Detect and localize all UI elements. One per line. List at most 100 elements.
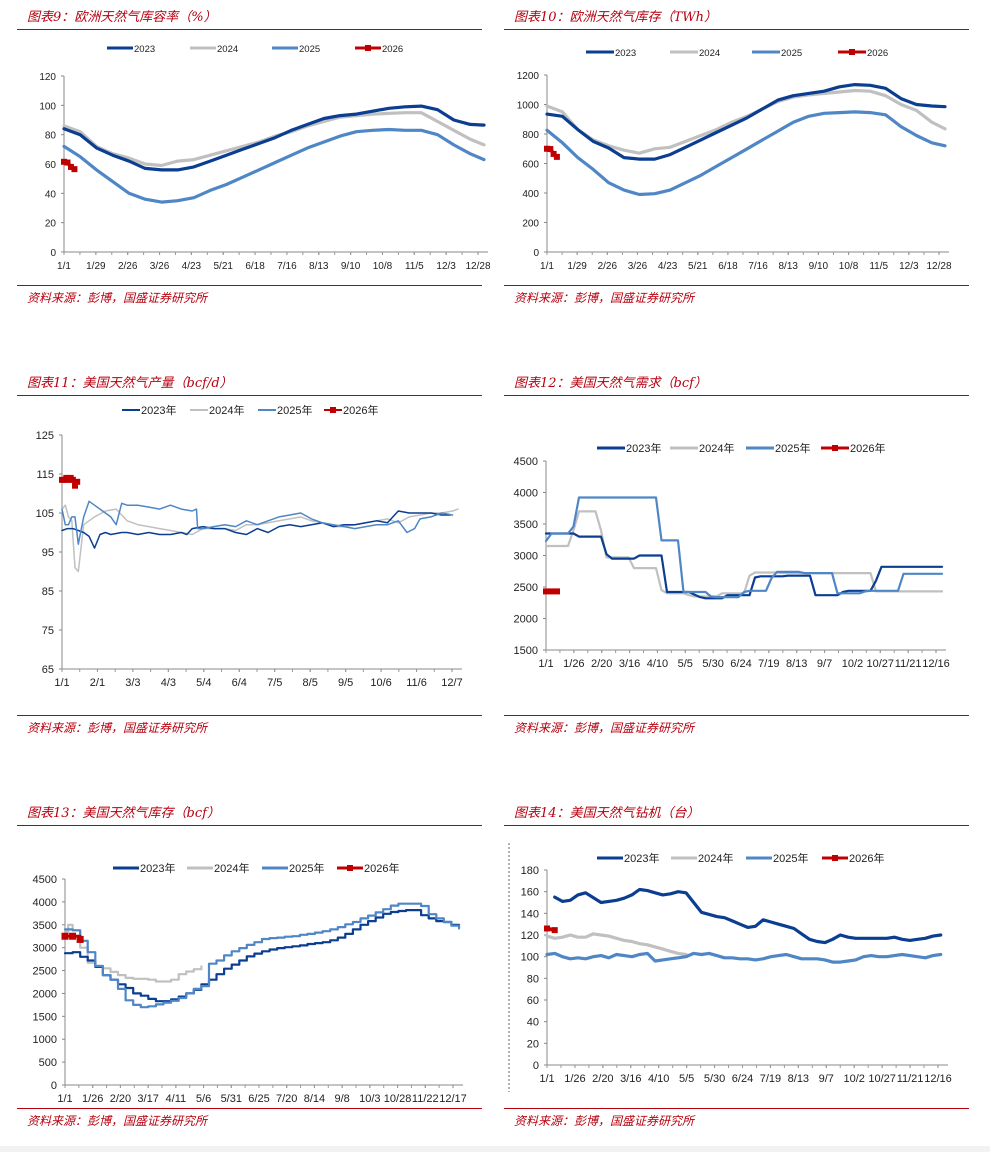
legend-label: 2023 (134, 44, 155, 55)
y-tick-label: 3500 (33, 920, 57, 932)
legend-label: 2025 (299, 44, 320, 55)
series-line-2025年 (544, 496, 944, 599)
series-line-2023年 (553, 887, 943, 945)
legend-label: 2026年 (343, 403, 378, 417)
x-tick-label: 8/13 (788, 1073, 809, 1085)
x-tick-label: 10/6 (370, 677, 391, 689)
x-tick-label: 12/28 (465, 261, 490, 272)
legend-label: 2026年 (364, 861, 399, 875)
x-tick-label: 7/19 (760, 1073, 781, 1085)
title-divider (17, 29, 482, 30)
x-tick-label: 2/26 (118, 261, 138, 272)
y-tick-label: 2500 (514, 582, 538, 594)
title-divider (17, 395, 482, 396)
y-tick-label: 4000 (33, 897, 57, 909)
y-tick-label: 200 (522, 219, 539, 230)
x-tick-label: 8/5 (303, 677, 318, 689)
title-divider (504, 395, 969, 396)
series-marker-2026年 (65, 476, 72, 483)
x-tick-label: 12/17 (439, 1093, 467, 1105)
legend-label: 2023年 (140, 861, 175, 875)
x-tick-label: 9/10 (809, 261, 829, 272)
x-tick-label: 3/26 (150, 261, 170, 272)
y-tick-label: 160 (521, 887, 539, 899)
x-tick-label: 8/14 (304, 1093, 325, 1105)
series-line-2025年 (61, 500, 454, 545)
source-note: 资料来源：彭博，国盛证券研究所 (514, 291, 695, 305)
legend-label: 2026 (867, 48, 888, 59)
series-marker-2026年 (63, 474, 70, 481)
x-tick-label: 12/16 (924, 1073, 952, 1085)
y-tick-label: 20 (45, 219, 57, 230)
legend-label: 2023 (615, 48, 636, 59)
y-tick-label: 1500 (33, 1011, 57, 1023)
series-marker-2026 (547, 146, 554, 153)
y-tick-label: 180 (521, 865, 539, 877)
series-line-2024年 (544, 510, 944, 598)
source-divider (17, 1108, 482, 1109)
y-tick-label: 140 (521, 908, 539, 920)
y-tick-label: 40 (527, 1017, 539, 1029)
x-tick-label: 1/1 (54, 677, 69, 689)
x-tick-label: 10/2 (844, 1073, 865, 1085)
x-tick-label: 3/3 (125, 677, 140, 689)
series-marker-2026年 (59, 476, 65, 483)
x-tick-label: 11/21 (897, 1073, 924, 1085)
series-marker-2026年 (548, 588, 555, 595)
y-tick-label: 0 (533, 248, 539, 259)
x-tick-label: 1/26 (564, 1073, 585, 1085)
legend-marker-2026年 (330, 407, 336, 413)
series-marker-2026 (64, 159, 71, 166)
y-tick-label: 115 (36, 469, 54, 481)
y-tick-label: 1000 (517, 101, 540, 112)
y-tick-label: 2500 (33, 966, 57, 978)
series-line-2024年 (61, 504, 459, 573)
y-tick-label: 105 (36, 508, 54, 520)
series-line-2025 (545, 110, 947, 197)
legend-label: 2024年 (209, 403, 244, 417)
x-tick-label: 12/3 (899, 261, 919, 272)
y-tick-label: 65 (42, 664, 54, 676)
x-tick-label: 10/3 (359, 1093, 380, 1105)
x-tick-label: 9/10 (341, 261, 361, 272)
x-tick-label: 2/1 (90, 677, 105, 689)
x-tick-label: 5/21 (213, 261, 233, 272)
x-tick-label: 12/7 (441, 677, 462, 689)
x-tick-label: 7/16 (277, 261, 297, 272)
x-tick-label: 2/20 (591, 658, 612, 670)
series-marker-2026年 (544, 925, 550, 932)
x-tick-label: 5/4 (196, 677, 211, 689)
x-tick-label: 11/21 (895, 658, 922, 670)
legend-label: 2026 (382, 44, 403, 55)
x-tick-label: 5/5 (678, 658, 693, 670)
y-tick-label: 0 (50, 248, 56, 259)
legend-label: 2025年 (277, 403, 312, 417)
x-tick-label: 7/19 (758, 658, 779, 670)
y-tick-label: 4000 (514, 488, 538, 500)
legend-label: 2024年 (698, 851, 733, 865)
source-divider (504, 285, 969, 286)
series-line-2026 (545, 146, 559, 159)
legend-label: 2026年 (849, 851, 884, 865)
series-marker-2026 (67, 163, 74, 170)
y-tick-label: 40 (45, 189, 57, 200)
x-tick-label: 3/16 (619, 658, 640, 670)
x-tick-label: 4/11 (166, 1093, 187, 1105)
x-tick-label: 9/5 (338, 677, 353, 689)
x-tick-label: 11/22 (412, 1093, 439, 1105)
y-tick-label: 20 (527, 1038, 539, 1050)
x-tick-label: 6/24 (730, 658, 751, 670)
series-line-2026年 (60, 476, 79, 487)
x-tick-label: 10/27 (868, 1073, 896, 1085)
y-tick-label: 95 (42, 547, 54, 559)
y-tick-label: 600 (522, 160, 539, 171)
x-tick-label: 6/18 (245, 261, 265, 272)
y-tick-label: 500 (39, 1057, 57, 1069)
x-tick-label: 7/16 (748, 261, 768, 272)
x-tick-label: 7/5 (267, 677, 282, 689)
legend-label: 2023年 (141, 403, 176, 417)
title-divider (17, 825, 482, 826)
series-line-2024 (62, 111, 486, 168)
